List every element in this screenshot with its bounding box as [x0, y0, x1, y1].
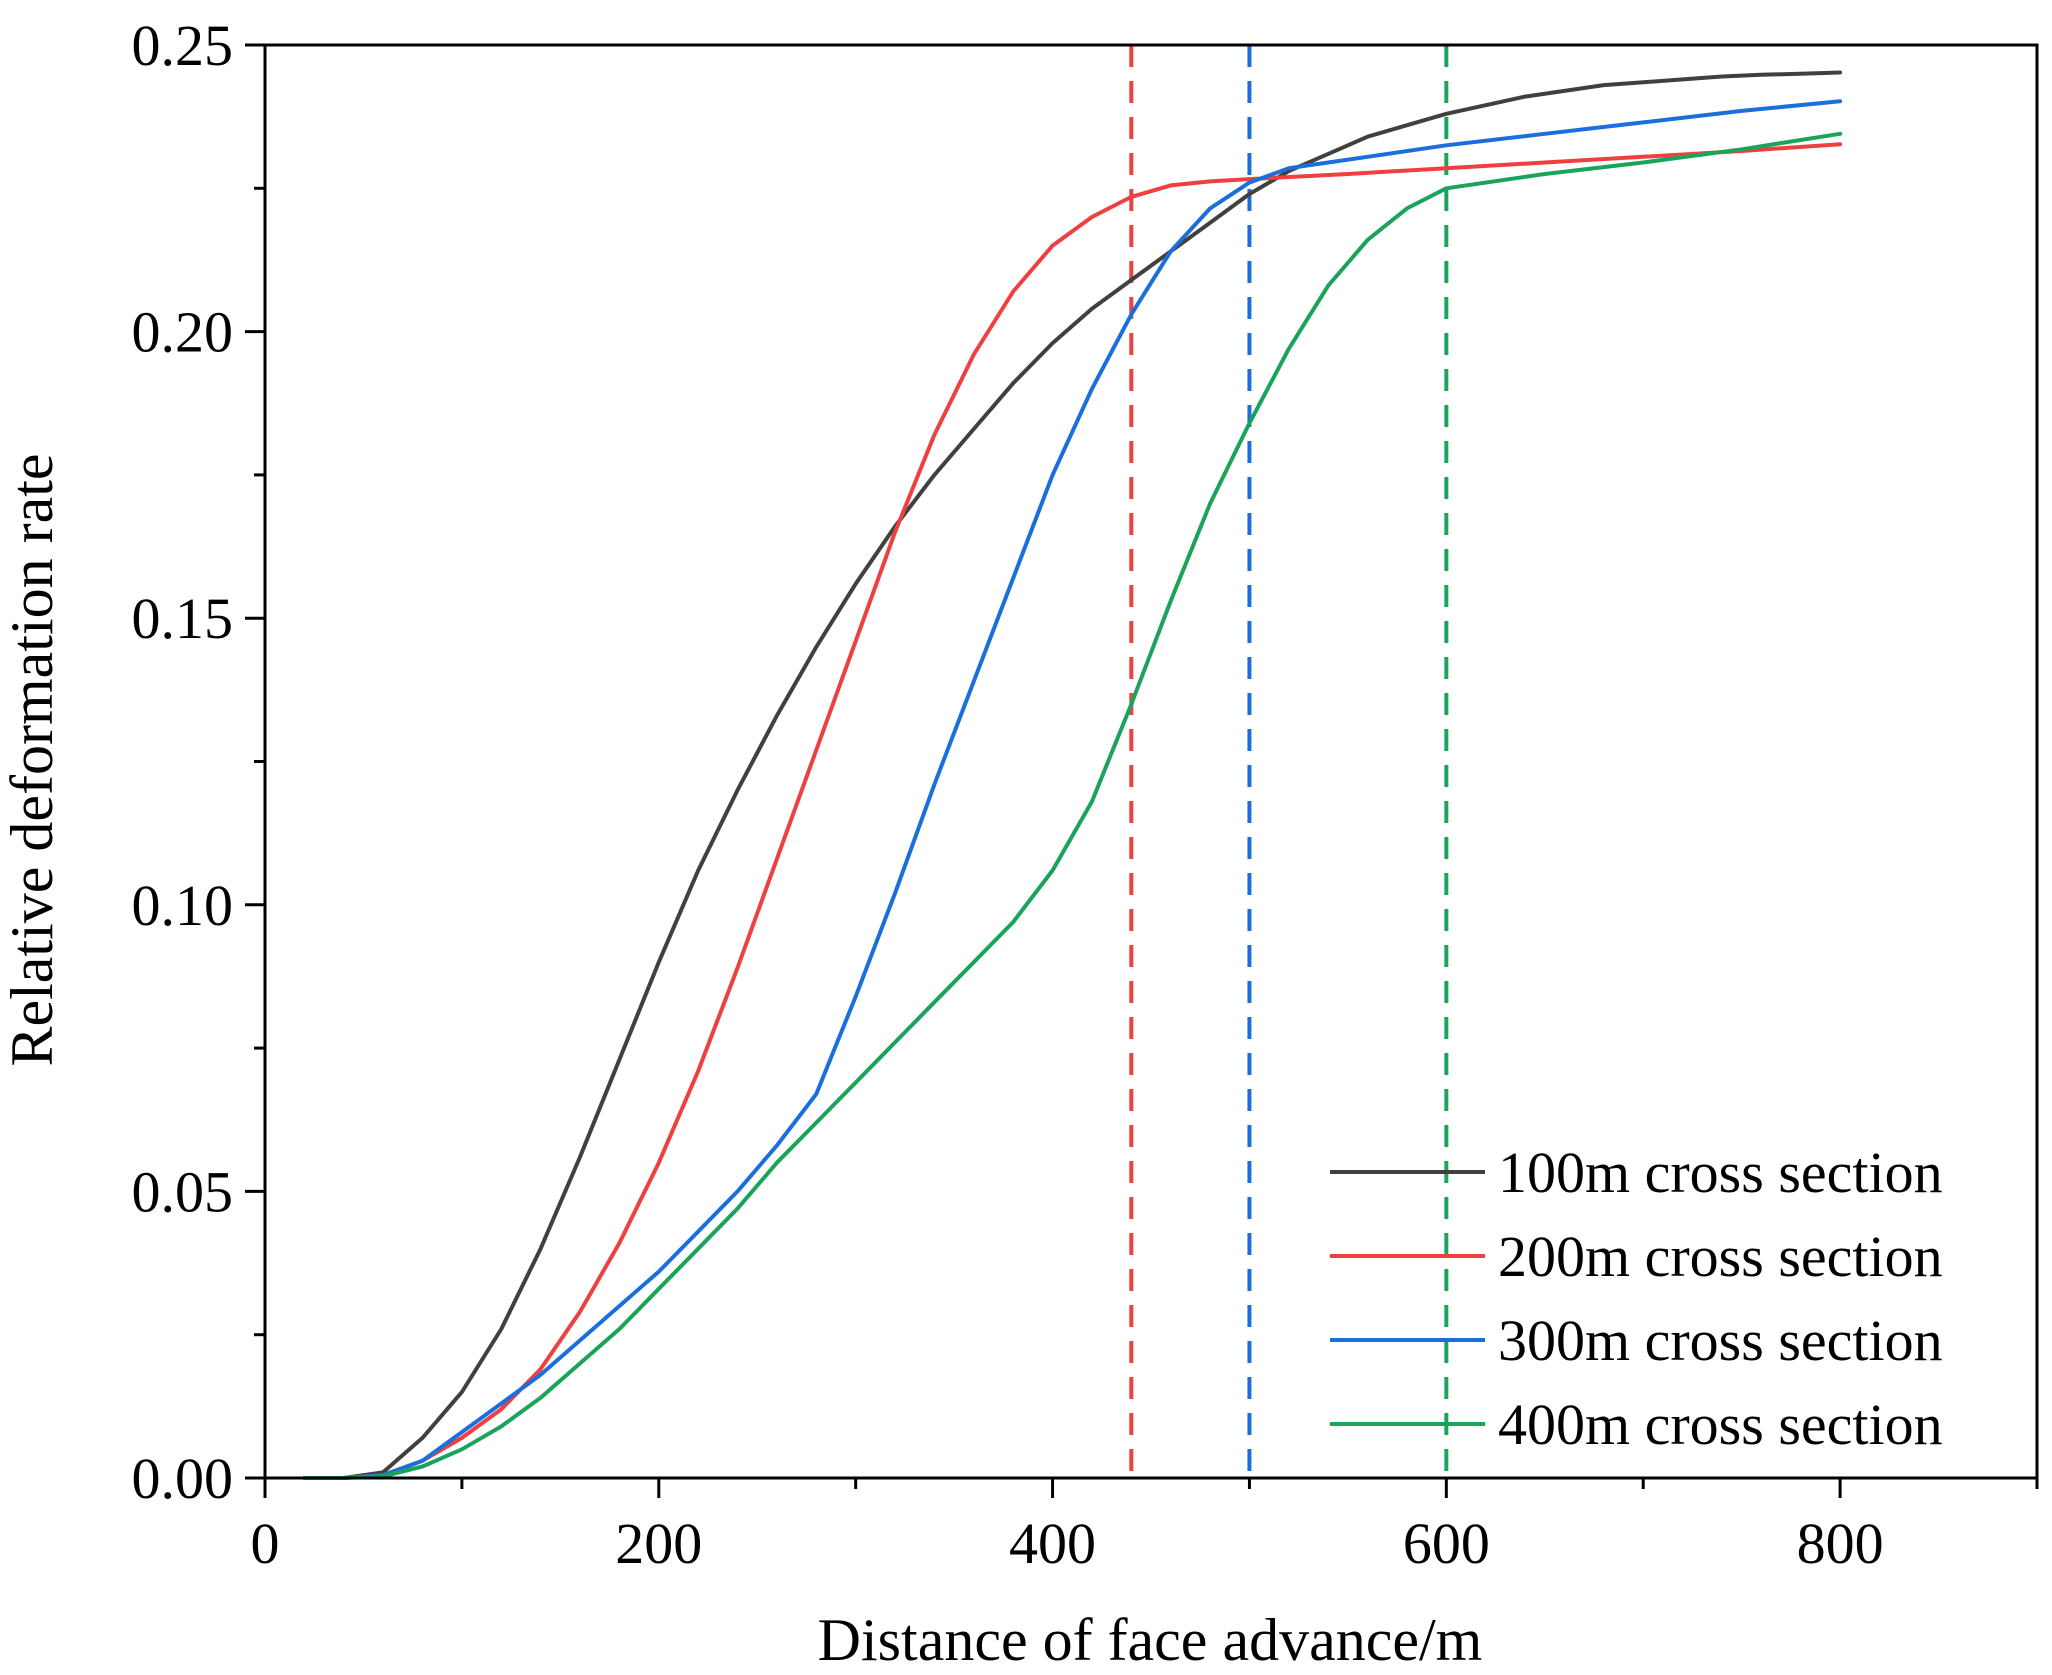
y-axis-ticks: 0.00 0.05 0.10 0.15 0.20 0.25	[132, 13, 265, 1511]
series-line-1	[302, 70, 1843, 1480]
y-tick-label: 0.15	[132, 586, 234, 651]
reference-lines	[1129, 45, 1449, 1478]
y-axis-title: Relative deformation rate	[0, 453, 65, 1066]
x-tick-label: 0	[251, 1511, 280, 1576]
series-line-4	[302, 131, 1843, 1480]
x-tick-label: 400	[1009, 1511, 1096, 1576]
y-tick-label: 0.05	[132, 1159, 234, 1224]
x-axis-ticks: 0 200 400 600 800	[251, 1478, 2039, 1576]
legend-label-1: 100m cross section	[1498, 1140, 1943, 1205]
y-tick-label: 0.20	[132, 300, 234, 365]
series-lines	[302, 70, 1843, 1480]
x-tick-label: 600	[1403, 1511, 1490, 1576]
legend: 100m cross section 200m cross section 300m…	[1330, 1140, 1943, 1457]
legend-label-2: 200m cross section	[1498, 1224, 1943, 1289]
x-axis-title: Distance of face advance/m	[818, 1607, 1483, 1673]
x-tick-label: 200	[615, 1511, 702, 1576]
y-tick-label: 0.25	[132, 13, 234, 78]
y-tick-label: 0.00	[132, 1446, 234, 1511]
series-line-2	[302, 142, 1843, 1480]
legend-label-3: 300m cross section	[1498, 1308, 1943, 1373]
legend-label-4: 400m cross section	[1498, 1392, 1943, 1457]
y-tick-label: 0.10	[132, 873, 234, 938]
series-line-3	[302, 99, 1843, 1480]
x-tick-label: 800	[1797, 1511, 1884, 1576]
